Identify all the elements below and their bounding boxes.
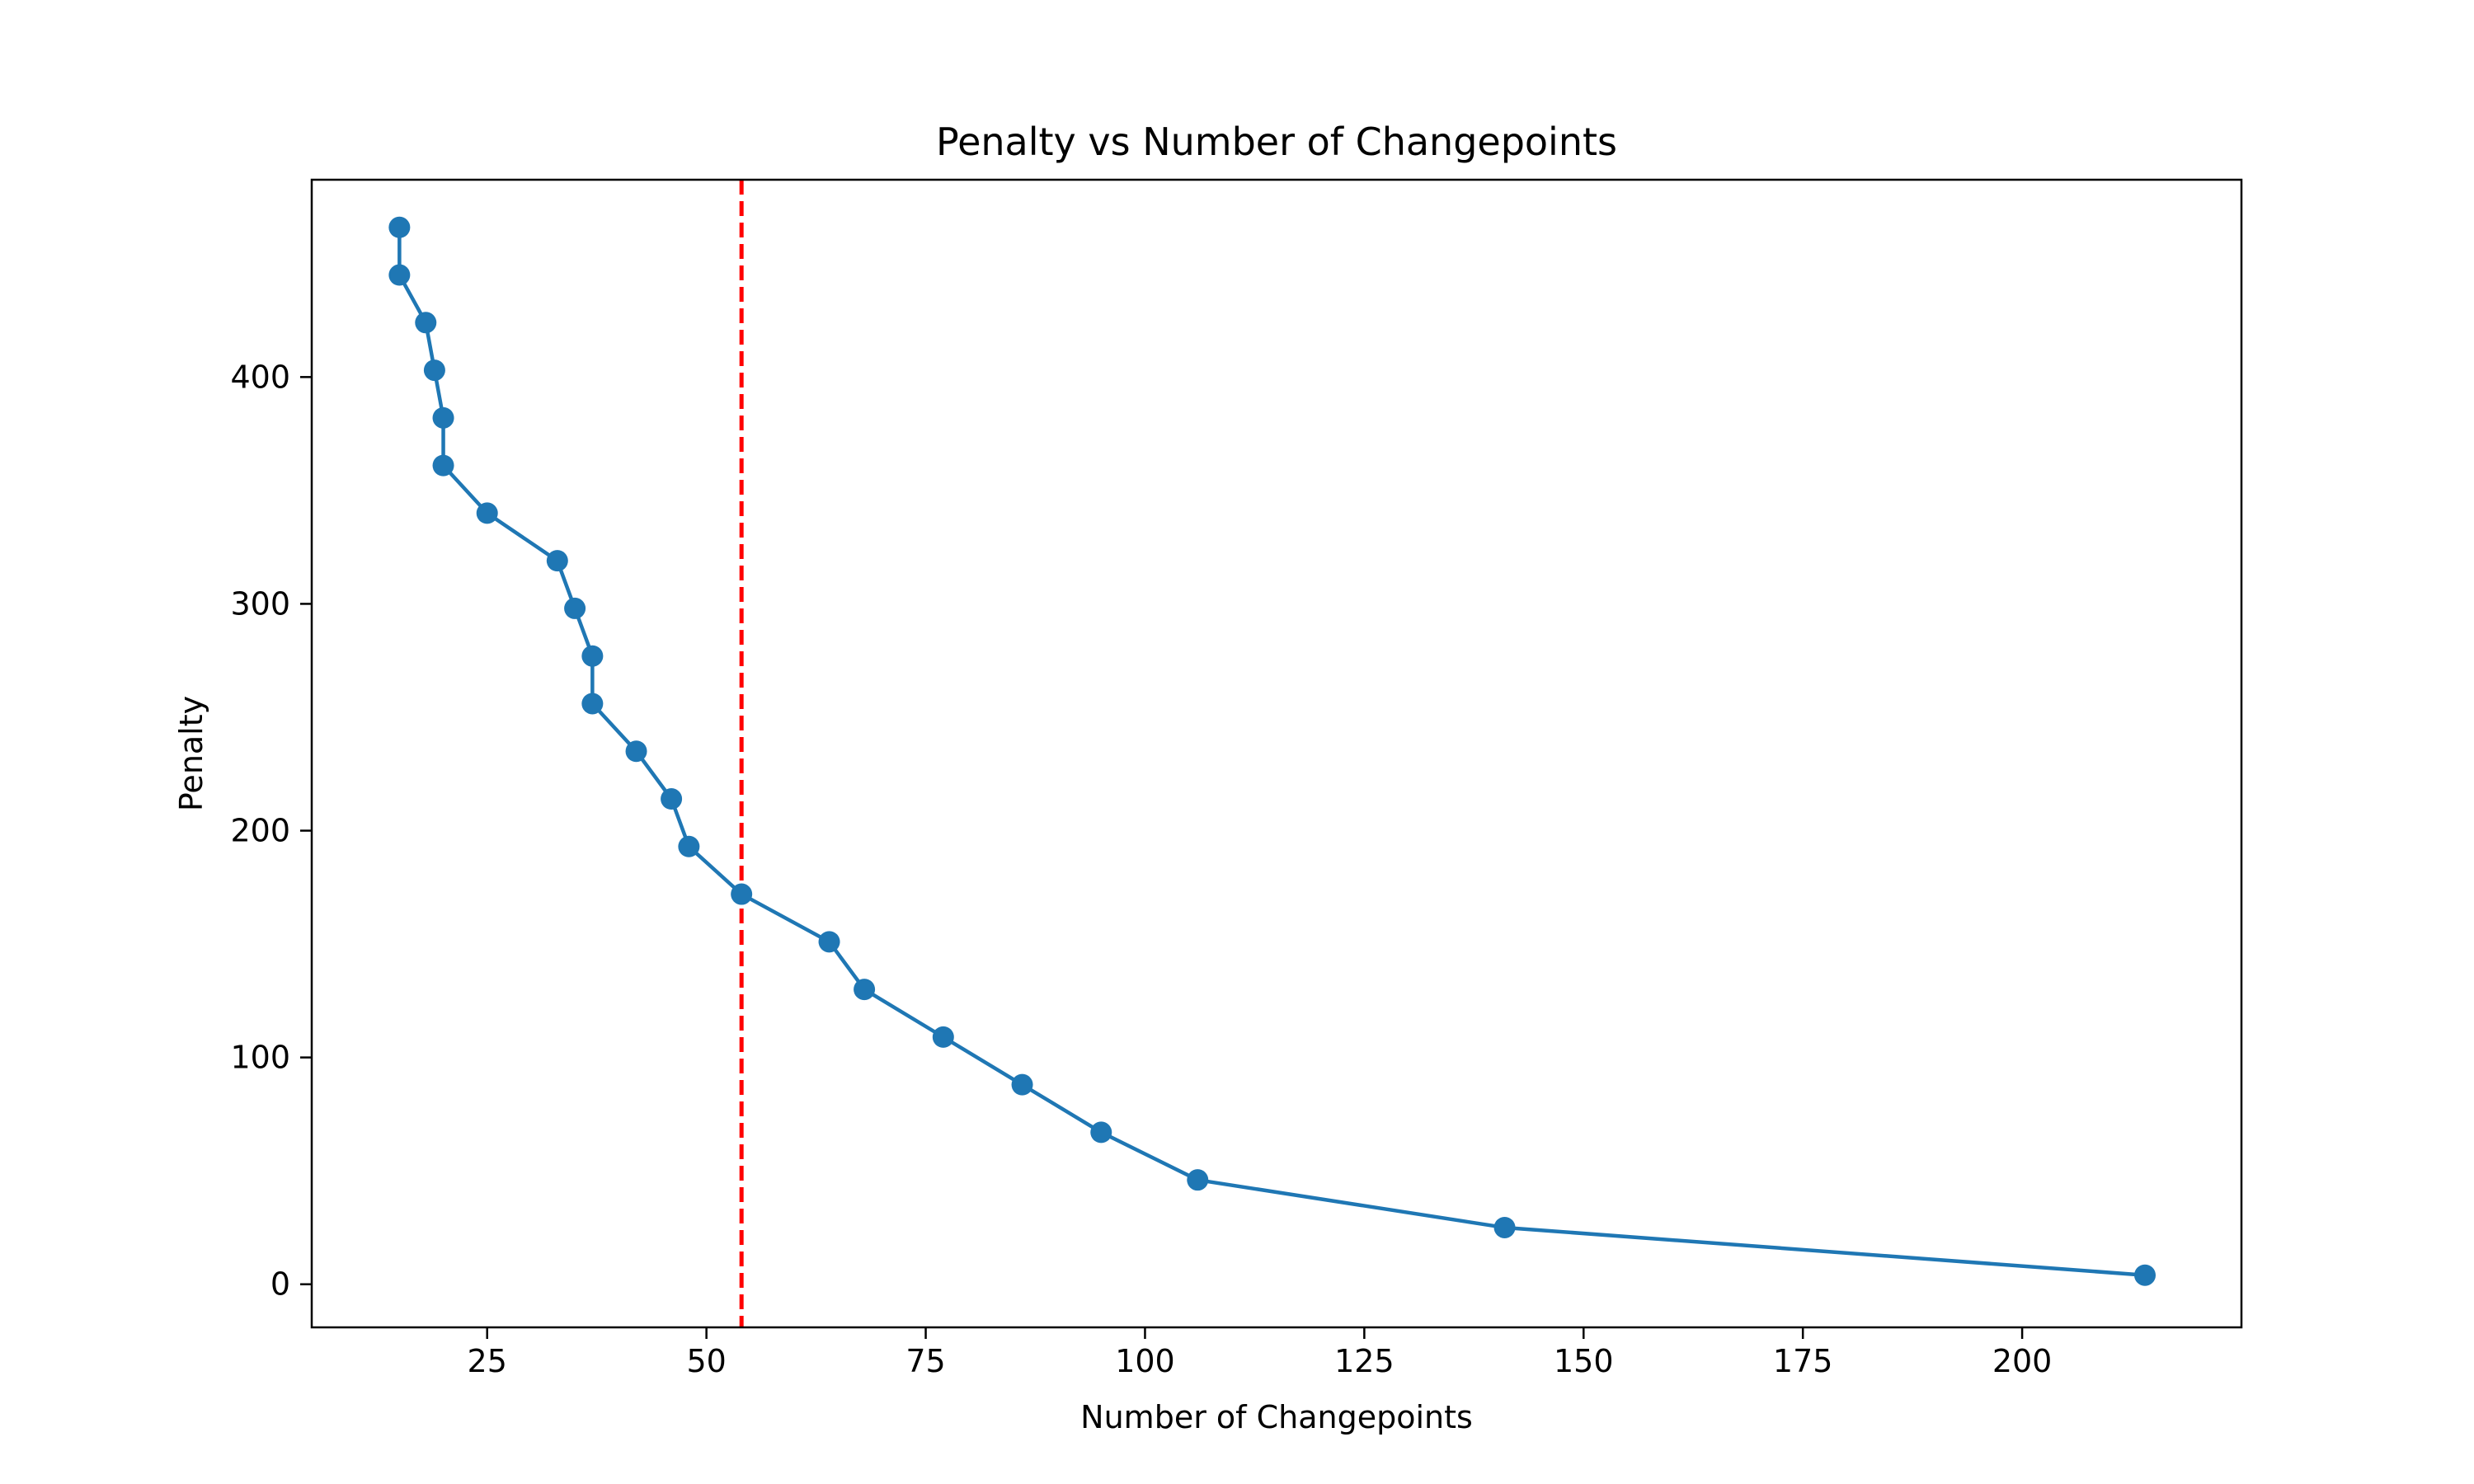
data-point	[1090, 1121, 1112, 1144]
data-point	[678, 835, 700, 857]
y-axis-label: Penalty	[173, 696, 209, 811]
y-tick-label: 200	[230, 813, 290, 849]
data-point	[546, 550, 568, 572]
data-point	[388, 216, 411, 238]
x-tick-label: 200	[1992, 1343, 2053, 1379]
data-point	[564, 597, 586, 619]
x-tick-label: 25	[468, 1343, 507, 1379]
data-point	[661, 788, 683, 810]
x-axis-label: Number of Changepoints	[1080, 1399, 1473, 1435]
y-tick-label: 300	[230, 585, 290, 622]
x-axis-ticks: 25 50 75 100 125 150 175 200	[468, 1327, 2053, 1379]
data-point	[818, 931, 840, 953]
data-point	[423, 359, 445, 382]
data-point	[432, 454, 454, 477]
y-tick-label: 400	[230, 359, 290, 395]
data-point	[932, 1026, 954, 1048]
data-point	[476, 502, 498, 524]
x-tick-label: 50	[686, 1343, 726, 1379]
x-tick-label: 175	[1773, 1343, 1833, 1379]
data-point	[854, 979, 876, 1001]
plot-frame	[310, 178, 2243, 1329]
x-tick-label: 125	[1334, 1343, 1395, 1379]
data-point	[1011, 1073, 1033, 1096]
x-tick-label: 75	[905, 1343, 945, 1379]
data-point	[2134, 1264, 2156, 1286]
series-layer	[388, 216, 2156, 1286]
data-point	[415, 312, 437, 334]
y-axis-ticks: 0 100 200 300 400	[230, 359, 312, 1303]
y-tick-label: 100	[230, 1040, 290, 1076]
data-point	[581, 645, 604, 667]
data-point	[1493, 1216, 1516, 1238]
data-point	[432, 406, 454, 429]
data-point	[581, 693, 604, 715]
x-tick-label: 150	[1554, 1343, 1614, 1379]
data-point	[388, 264, 411, 286]
data-point	[625, 740, 647, 763]
chart-title: Penalty vs Number of Changepoints	[936, 120, 1617, 164]
data-point	[1187, 1169, 1209, 1191]
y-tick-label: 0	[270, 1266, 290, 1303]
x-tick-label: 100	[1115, 1343, 1175, 1379]
data-point	[731, 883, 753, 905]
